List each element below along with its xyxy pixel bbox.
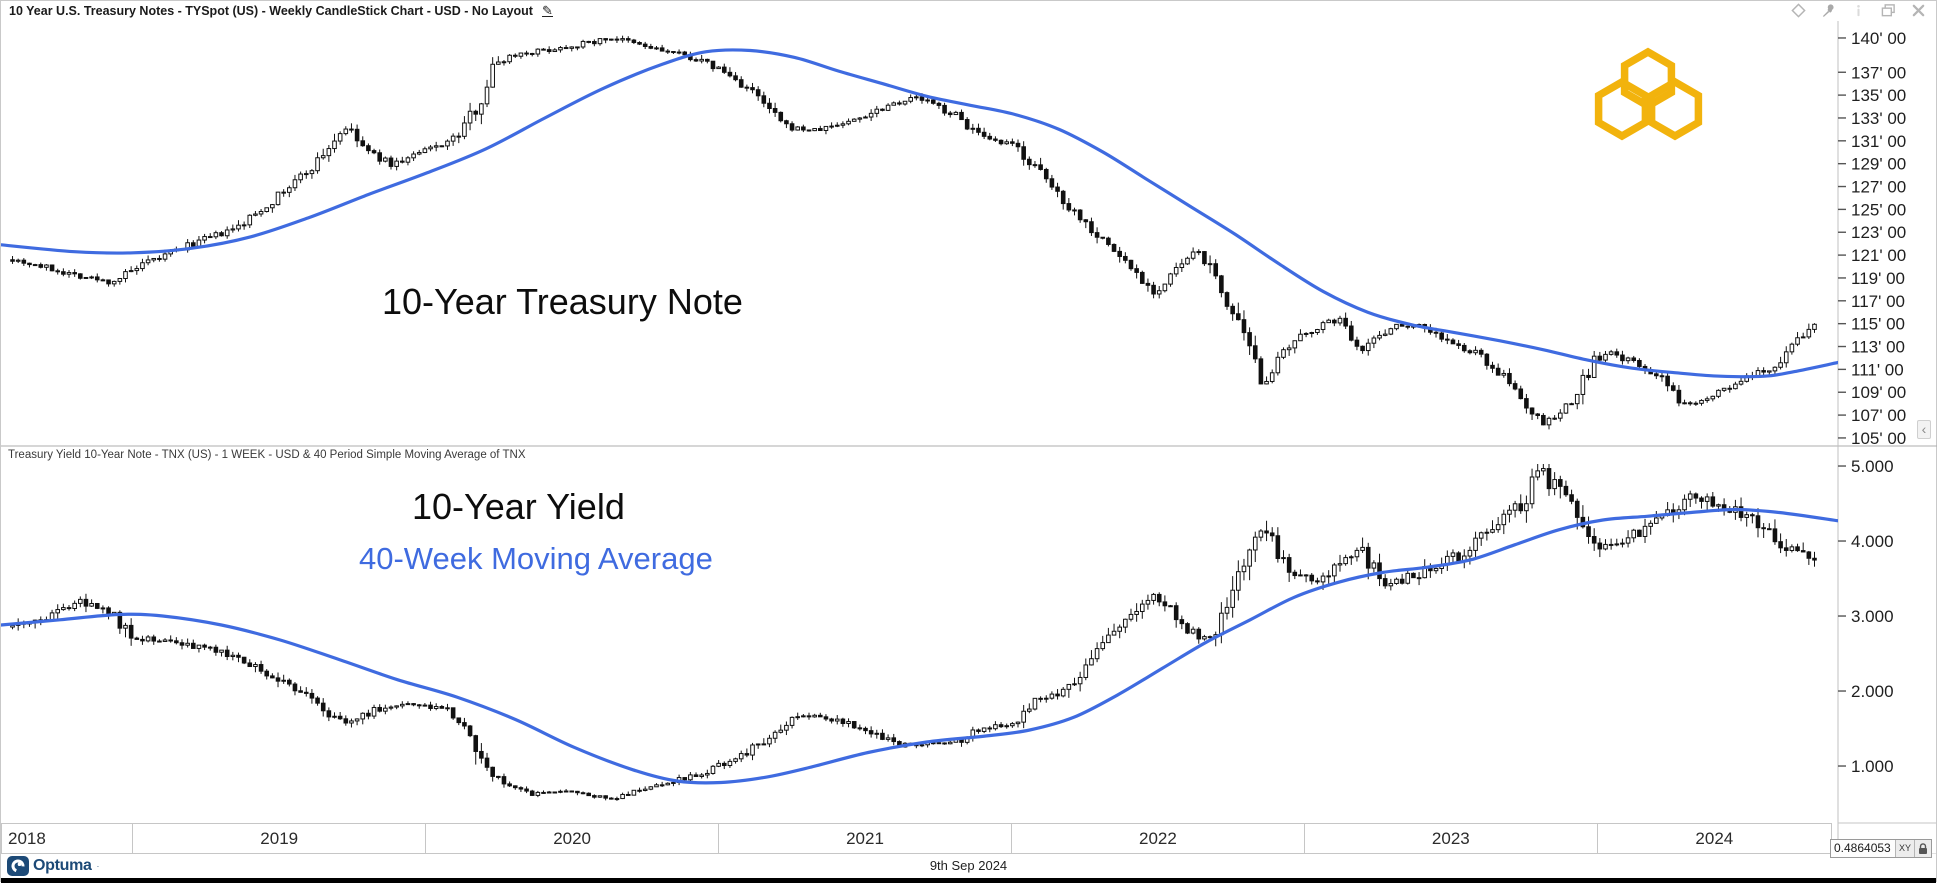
svg-text:4.000: 4.000: [1851, 532, 1894, 551]
svg-text:135' 00: 135' 00: [1851, 86, 1906, 105]
year-label-2018[interactable]: 2018: [1, 823, 134, 854]
svg-text:127' 00: 127' 00: [1851, 178, 1906, 197]
year-label-2022[interactable]: 2022: [1010, 823, 1305, 854]
svg-text:3.000: 3.000: [1851, 607, 1894, 626]
svg-text:113' 00: 113' 00: [1851, 338, 1905, 357]
info-icon[interactable]: [1851, 3, 1866, 18]
svg-text:2.000: 2.000: [1851, 682, 1894, 701]
svg-text:105' 00: 105' 00: [1851, 429, 1906, 448]
svg-text:129' 00: 129' 00: [1851, 155, 1906, 174]
price-axis-panel2[interactable]: 5.000 4.000 3.000 2.000 1.000: [1838, 457, 1894, 776]
panel2-title: Treasury Yield 10-Year Note - TNX (US) -…: [8, 449, 526, 461]
svg-text:5.000: 5.000: [1851, 457, 1894, 476]
svg-text:115' 00: 115' 00: [1851, 315, 1905, 334]
crosshair-value[interactable]: 0.4864053: [1830, 840, 1896, 857]
optuma-wordmark: Optuma: [33, 857, 92, 874]
layout-diamond-icon[interactable]: [1791, 3, 1806, 18]
scroll-left-chevron[interactable]: ‹: [1917, 420, 1931, 439]
close-icon[interactable]: [1911, 3, 1926, 18]
restore-window-icon[interactable]: [1881, 3, 1896, 18]
annotation-moving-average[interactable]: 40-Week Moving Average: [359, 541, 713, 576]
chart-title: 10 Year U.S. Treasury Notes - TYSpot (US…: [9, 4, 533, 18]
svg-text:133' 00: 133' 00: [1851, 109, 1906, 128]
svg-text:121' 00: 121' 00: [1851, 246, 1906, 265]
xy-mode-button[interactable]: XY: [1895, 840, 1915, 857]
year-label-2023[interactable]: 2023: [1303, 823, 1598, 854]
optuma-logo-icon: [7, 856, 29, 876]
svg-text:123' 00: 123' 00: [1851, 223, 1906, 242]
svg-text:119' 00: 119' 00: [1851, 269, 1905, 288]
axis-lock-icon[interactable]: [1915, 840, 1931, 857]
bottom-black-bar: [1, 878, 1936, 883]
svg-text:125' 00: 125' 00: [1851, 200, 1906, 219]
optuma-logo: Optuma ·: [7, 856, 99, 876]
svg-text:140' 00: 140' 00: [1851, 29, 1906, 48]
svg-text:131' 00: 131' 00: [1851, 132, 1906, 151]
ma-line-panel1[interactable]: [1, 48, 1838, 379]
svg-text:137' 00: 137' 00: [1851, 63, 1906, 82]
svg-text:117' 00: 117' 00: [1851, 292, 1905, 311]
year-label-2021[interactable]: 2021: [718, 823, 1012, 854]
pin-icon[interactable]: [1821, 3, 1836, 18]
candles-panel1: [10, 35, 1817, 430]
year-label-2019[interactable]: 2019: [132, 823, 427, 854]
ma-line-panel2[interactable]: [1, 507, 1838, 785]
window-controls: [1791, 3, 1926, 18]
svg-text:111' 00: 111' 00: [1851, 360, 1904, 379]
candles-panel2: [10, 464, 1817, 801]
edit-title-icon[interactable]: ✎: [541, 3, 553, 18]
status-date: 9th Sep 2024: [929, 858, 1008, 873]
trademark-dot: ·: [96, 861, 100, 871]
svg-text:1.000: 1.000: [1851, 757, 1894, 776]
annotation-treasury-note[interactable]: 10-Year Treasury Note: [382, 281, 743, 322]
year-label-2020[interactable]: 2020: [425, 823, 720, 854]
annotation-yield[interactable]: 10-Year Yield: [412, 486, 625, 527]
price-axis-panel1[interactable]: 140' 00 137' 00 135' 00 133' 00 131' 00 129' …: [1838, 29, 1906, 448]
crosshair-readout: 0.4864053 XY: [1829, 839, 1932, 858]
statusbar: Optuma · 9th Sep 2024: [1, 854, 1936, 878]
svg-text:109' 00: 109' 00: [1851, 383, 1906, 402]
x-axis-year-band[interactable]: 2018 2019 2020 2021 2022 2023 2024: [1, 823, 1838, 854]
svg-text:107' 00: 107' 00: [1851, 406, 1906, 425]
chart-titlebar: 10 Year U.S. Treasury Notes - TYSpot (US…: [1, 1, 1936, 21]
brand-hexagon-logo: [1594, 47, 1703, 141]
year-label-2024[interactable]: 2024: [1596, 823, 1832, 854]
